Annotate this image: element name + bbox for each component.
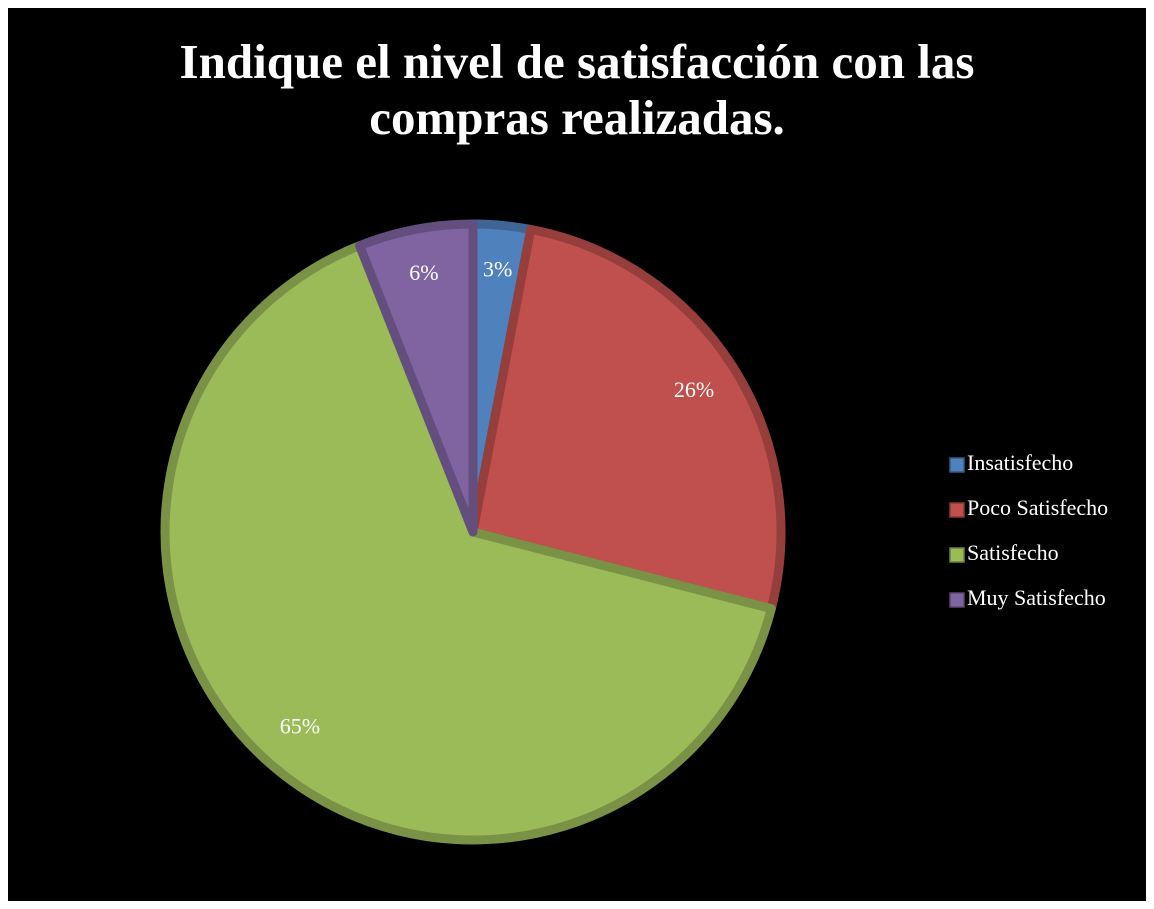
data-label: 26%	[674, 377, 714, 402]
pie-slice	[355, 219, 478, 537]
pie-slice	[468, 224, 786, 614]
legend-swatch	[949, 592, 965, 608]
data-label: 65%	[280, 713, 320, 738]
plot: 3% 26% 65% 6% Insatisfecho Poco Satisfecho Sat…	[160, 219, 1108, 845]
legend-swatch	[949, 502, 965, 518]
chart: Indique el nivel de satisfacción con las…	[8, 8, 1146, 901]
legend-label: Poco Satisfecho	[967, 495, 1108, 520]
legend-label: Insatisfecho	[967, 450, 1073, 475]
chart-title-box: Indique el nivel de satisfacción con las…	[8, 34, 1146, 146]
chart-title: Indique el nivel de satisfacción con las…	[179, 34, 975, 145]
legend-swatch	[949, 457, 965, 473]
legend-label: Muy Satisfecho	[967, 585, 1106, 610]
data-label: 6%	[409, 260, 438, 285]
pie-slice	[160, 241, 776, 845]
data-label: 3%	[483, 256, 512, 281]
legend-label: Satisfecho	[967, 540, 1059, 565]
legend-swatch	[949, 547, 965, 563]
